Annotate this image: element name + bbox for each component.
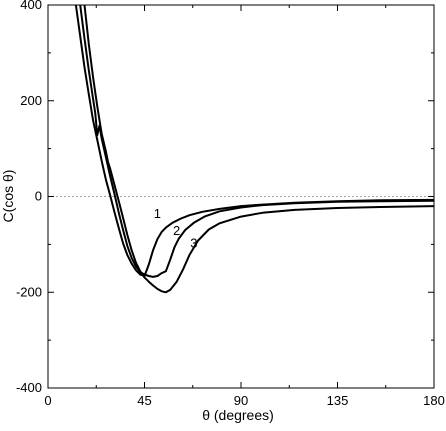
y-tick-labels: 400 200 0 -200 -400 — [16, 0, 42, 395]
series-line-3 — [83, 5, 434, 294]
x-tick-label-0: 0 — [44, 393, 51, 408]
y-axis-label: C(cos θ) — [0, 170, 16, 223]
y-tick-label-200: 200 — [20, 93, 42, 108]
x-tick-label-90: 90 — [234, 393, 248, 408]
x-tick-label-45: 45 — [137, 393, 151, 408]
series-line-1 — [74, 5, 434, 277]
x-tick-labels: 0 45 90 135 180 — [44, 393, 444, 408]
axes-layer — [47, 4, 435, 389]
x-tick-label-135: 135 — [327, 393, 349, 408]
x-axis-label: θ (degrees) — [202, 407, 274, 423]
y-tick-label--200: -200 — [16, 284, 42, 299]
y-tick-label-400: 400 — [20, 0, 42, 12]
y-tick-label--400: -400 — [16, 380, 42, 395]
x-tick-label-180: 180 — [423, 393, 445, 408]
y-tick-label-0: 0 — [35, 189, 42, 204]
series-layer — [74, 5, 434, 294]
curve-label-1: 1 — [154, 206, 161, 221]
curve-label-2: 2 — [173, 223, 180, 238]
curve-label-3: 3 — [190, 236, 197, 251]
curve-labels: 123 — [154, 206, 198, 251]
series-line-2 — [79, 5, 434, 278]
